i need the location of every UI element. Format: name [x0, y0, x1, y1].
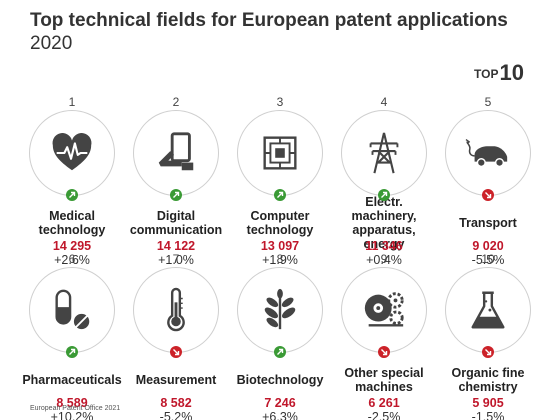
field-value: 8 582	[124, 396, 228, 410]
field-name: Biotechnology	[228, 365, 332, 395]
field-icon-circle	[341, 110, 427, 196]
field-rank: 8	[228, 252, 332, 266]
trend-down-icon	[482, 189, 494, 201]
field-name: Transport	[436, 208, 540, 238]
field-card-10: 10 Organic finechemistry 5 905 -1.5%	[436, 252, 540, 420]
field-icon-circle	[29, 267, 115, 353]
field-rank: 7	[124, 252, 228, 266]
field-value: 6 261	[332, 396, 436, 410]
electric-car-icon	[465, 130, 511, 176]
field-name: Computertechnology	[228, 208, 332, 238]
field-icon-circle	[341, 267, 427, 353]
field-rank: 2	[124, 95, 228, 109]
footer-source: European Patent Office 2021	[30, 405, 120, 412]
capsule-pill-icon	[49, 287, 95, 333]
field-icon-circle	[133, 110, 219, 196]
field-icon-circle	[133, 267, 219, 353]
field-card-3: 3 Computertechnology 13 097 +1.9%	[228, 95, 332, 268]
top10-badge: TOP 10	[474, 62, 524, 84]
field-value: 14 122	[124, 239, 228, 253]
trend-down-icon	[378, 346, 390, 358]
trend-up-icon	[170, 189, 182, 201]
field-icon-circle	[237, 110, 323, 196]
field-value: 13 097	[228, 239, 332, 253]
field-icon-circle	[237, 267, 323, 353]
plant-icon	[257, 287, 303, 333]
field-value: 9 020	[436, 239, 540, 253]
field-value: 7 246	[228, 396, 332, 410]
field-name: Digitalcommunication	[124, 208, 228, 238]
field-rank: 10	[436, 252, 540, 266]
trend-up-icon	[274, 189, 286, 201]
trend-up-icon	[274, 346, 286, 358]
field-change: -1.5%	[436, 410, 540, 420]
field-value: 5 905	[436, 396, 540, 410]
thermometer-icon	[153, 287, 199, 333]
field-card-8: 8 Biotechnology 7 246 +6.3%	[228, 252, 332, 420]
trend-up-icon	[66, 346, 78, 358]
field-card-9: 9 Other specialmachines 6 261 -2.5%	[332, 252, 436, 420]
trend-up-icon	[378, 189, 390, 201]
trend-down-icon	[170, 346, 182, 358]
saw-gears-icon	[361, 287, 407, 333]
field-change: +6.3%	[228, 410, 332, 420]
field-rank: 4	[332, 95, 436, 109]
power-pylon-icon	[361, 130, 407, 176]
field-card-6: 6 Pharmaceuticals 8 589 +10.2%	[20, 252, 124, 420]
field-name: Electr. machinery,apparatus, energy	[332, 208, 436, 238]
field-name: Organic finechemistry	[436, 365, 540, 395]
trend-up-icon	[66, 189, 78, 201]
field-name: Measurement	[124, 365, 228, 395]
field-card-2: 2 Digitalcommunication 14 122 +1.0%	[124, 95, 228, 268]
page-subtitle: 2020	[30, 33, 72, 55]
field-change: -2.5%	[332, 410, 436, 420]
top10-badge-top: TOP	[474, 67, 498, 81]
field-icon-circle	[445, 267, 531, 353]
heart-pulse-icon	[49, 130, 95, 176]
trend-down-icon	[482, 346, 494, 358]
field-name: Other specialmachines	[332, 365, 436, 395]
field-rank: 5	[436, 95, 540, 109]
field-icon-circle	[445, 110, 531, 196]
page-title: Top technical fields for European patent…	[30, 10, 508, 32]
field-card-1: 1 Medicaltechnology 14 295 +2.6%	[20, 95, 124, 268]
chip-icon	[257, 130, 303, 176]
tablet-hand-icon	[153, 130, 199, 176]
flask-icon	[465, 287, 511, 333]
field-name: Pharmaceuticals	[20, 365, 124, 395]
field-card-5: 5 Transport 9 020 -5.5%	[436, 95, 540, 268]
field-value: 14 295	[20, 239, 124, 253]
field-icon-circle	[29, 110, 115, 196]
field-change: -5.2%	[124, 410, 228, 420]
field-rank: 6	[20, 252, 124, 266]
top10-badge-number: 10	[499, 62, 523, 84]
field-rank: 1	[20, 95, 124, 109]
field-rank: 9	[332, 252, 436, 266]
field-rank: 3	[228, 95, 332, 109]
field-card-7: 7 Measurement 8 582 -5.2%	[124, 252, 228, 420]
field-name: Medicaltechnology	[20, 208, 124, 238]
field-card-4: 4 Electr. machinery,apparatus, energy 11…	[332, 95, 436, 268]
